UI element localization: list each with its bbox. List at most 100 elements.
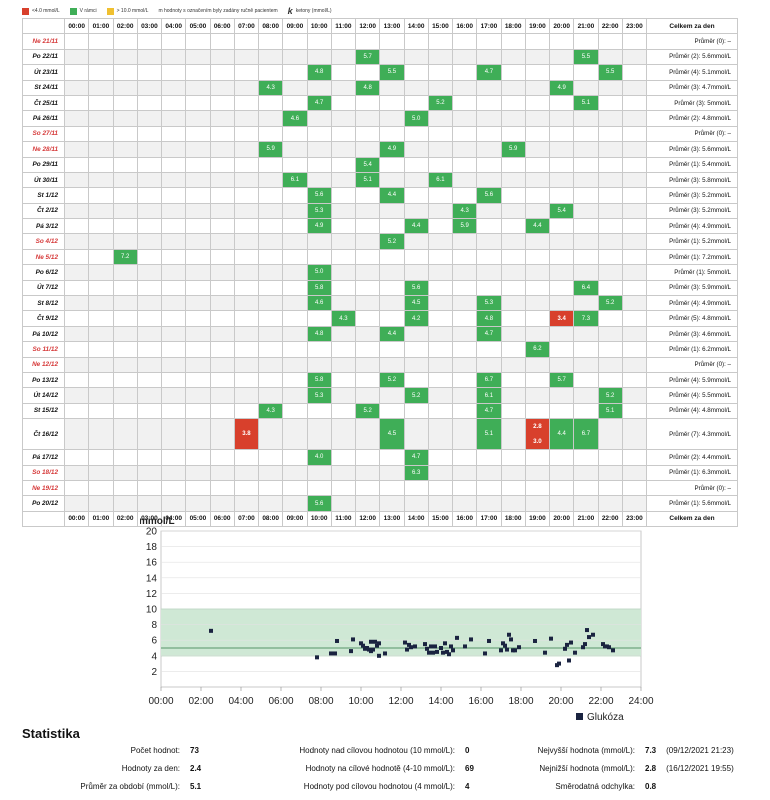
empty-hour-cell — [330, 371, 357, 389]
hour-header: 23:00 — [621, 17, 648, 35]
hour-header: 14:00 — [403, 17, 429, 35]
empty-hour-cell — [88, 295, 114, 312]
empty-hour-cell — [63, 48, 90, 66]
empty-hour-cell — [282, 295, 308, 312]
empty-hour-cell — [330, 48, 357, 66]
empty-hour-cell — [282, 141, 308, 158]
empty-hour-cell — [476, 125, 502, 143]
empty-hour-cell — [63, 387, 90, 404]
empty-hour-cell — [500, 464, 526, 481]
empty-hour-cell — [136, 202, 163, 220]
daily-average: Průměr (3): 5.2mmol/L — [646, 202, 738, 220]
empty-hour-cell — [160, 248, 187, 266]
empty-hour-cell — [233, 464, 260, 481]
empty-hour-cell — [88, 449, 114, 466]
day-label: Ne 28/11 — [22, 141, 65, 158]
empty-hour-cell — [379, 479, 405, 497]
reading-cell: 4.9 — [306, 218, 332, 235]
reading-cell: 5.2 — [427, 94, 454, 112]
empty-hour-cell — [185, 418, 211, 451]
empty-hour-cell — [621, 449, 648, 466]
data-point — [567, 658, 571, 663]
empty-hour-cell — [354, 264, 381, 281]
day-row: So 18/12 6.3 Průměr (1): 6.3mmol/L — [22, 464, 738, 481]
empty-hour-cell — [451, 94, 478, 112]
reading-cell: 5.7 — [354, 48, 381, 66]
data-point — [463, 644, 467, 649]
stat-max-date: (09/12/2021 21:23) — [666, 746, 734, 755]
empty-hour-cell — [621, 310, 648, 327]
empty-hour-cell — [282, 418, 308, 451]
empty-hour-cell — [160, 125, 187, 143]
empty-hour-cell — [306, 402, 332, 420]
data-point — [601, 642, 605, 647]
daily-average: Průměr (0): – — [646, 479, 738, 497]
empty-hour-cell — [209, 64, 235, 81]
daily-average: Průměr (3): 4.6mmol/L — [646, 325, 738, 343]
hour-header: 08:00 — [257, 510, 284, 528]
empty-hour-cell — [330, 325, 357, 343]
data-point — [423, 642, 427, 647]
reading-cell: 7.2 — [112, 248, 138, 266]
data-point — [373, 639, 377, 644]
reading-cell-low: 3.8 — [233, 418, 260, 451]
y-tick-label: 8 — [151, 620, 157, 631]
empty-hour-cell — [524, 33, 551, 50]
empty-hour-cell — [500, 248, 526, 266]
data-point — [333, 651, 337, 656]
stat-average-label: Průměr za období (mmol/L): — [80, 782, 180, 791]
legend-item-low: <4.0 mmol/L — [22, 7, 60, 15]
empty-hour-cell — [209, 141, 235, 158]
empty-hour-cell — [330, 341, 357, 358]
reading-cell: 5.2 — [379, 233, 405, 250]
empty-hour-cell — [88, 171, 114, 189]
empty-hour-cell — [597, 125, 623, 143]
empty-hour-cell — [524, 141, 551, 158]
empty-hour-cell — [330, 171, 357, 189]
data-point — [499, 648, 503, 653]
empty-hour-cell — [573, 464, 599, 481]
empty-hour-cell — [379, 94, 405, 112]
empty-hour-cell — [160, 156, 187, 173]
hour-header: 01:00 — [88, 17, 114, 35]
empty-hour-cell — [427, 279, 454, 297]
empty-hour-cell — [88, 233, 114, 250]
empty-hour-cell — [282, 94, 308, 112]
empty-hour-cell — [257, 187, 284, 204]
empty-hour-cell — [451, 279, 478, 297]
empty-hour-cell — [524, 325, 551, 343]
empty-hour-cell — [427, 341, 454, 358]
reading-cell: 4.8 — [354, 79, 381, 96]
empty-hour-cell — [573, 156, 599, 173]
empty-hour-cell — [621, 279, 648, 297]
day-row: Po 13/12 5.8 5.2 6.7 5.7 Průměr (4): 5.9mmol/… — [22, 371, 738, 389]
stat-count-label: Počet hodnot: — [130, 746, 180, 755]
stat-sd-label: Směrodatná odchylka: — [555, 782, 635, 791]
y-tick-label: 6 — [151, 636, 157, 647]
hour-header: 17:00 — [476, 17, 502, 35]
empty-hour-cell — [403, 141, 429, 158]
y-tick-label: 4 — [151, 651, 157, 662]
empty-hour-cell — [451, 495, 478, 512]
reading-cell: 5.0 — [306, 264, 332, 281]
empty-hour-cell — [427, 48, 454, 66]
hour-header: 16:00 — [451, 510, 478, 528]
empty-hour-cell — [573, 264, 599, 281]
y-tick-label: 2 — [151, 667, 157, 678]
empty-hour-cell — [63, 64, 90, 81]
empty-hour-cell — [476, 156, 502, 173]
empty-hour-cell — [403, 264, 429, 281]
empty-hour-cell — [257, 218, 284, 235]
empty-hour-cell — [63, 495, 90, 512]
empty-hour-cell — [451, 125, 478, 143]
empty-hour-cell — [548, 233, 575, 250]
y-tick-label: 10 — [146, 605, 158, 616]
day-row: Út 14/12 5.3 5.2 6.1 5.2 Průměr (4): 5.5mmol/… — [22, 387, 738, 404]
reading-cell: 5.2 — [379, 371, 405, 389]
empty-hour-cell — [354, 202, 381, 220]
empty-hour-cell — [597, 202, 623, 220]
stat-max-label: Nejvyšší hodnota (mmol/L): — [537, 746, 635, 755]
empty-hour-cell — [88, 495, 114, 512]
empty-hour-cell — [257, 371, 284, 389]
empty-hour-cell — [597, 187, 623, 204]
